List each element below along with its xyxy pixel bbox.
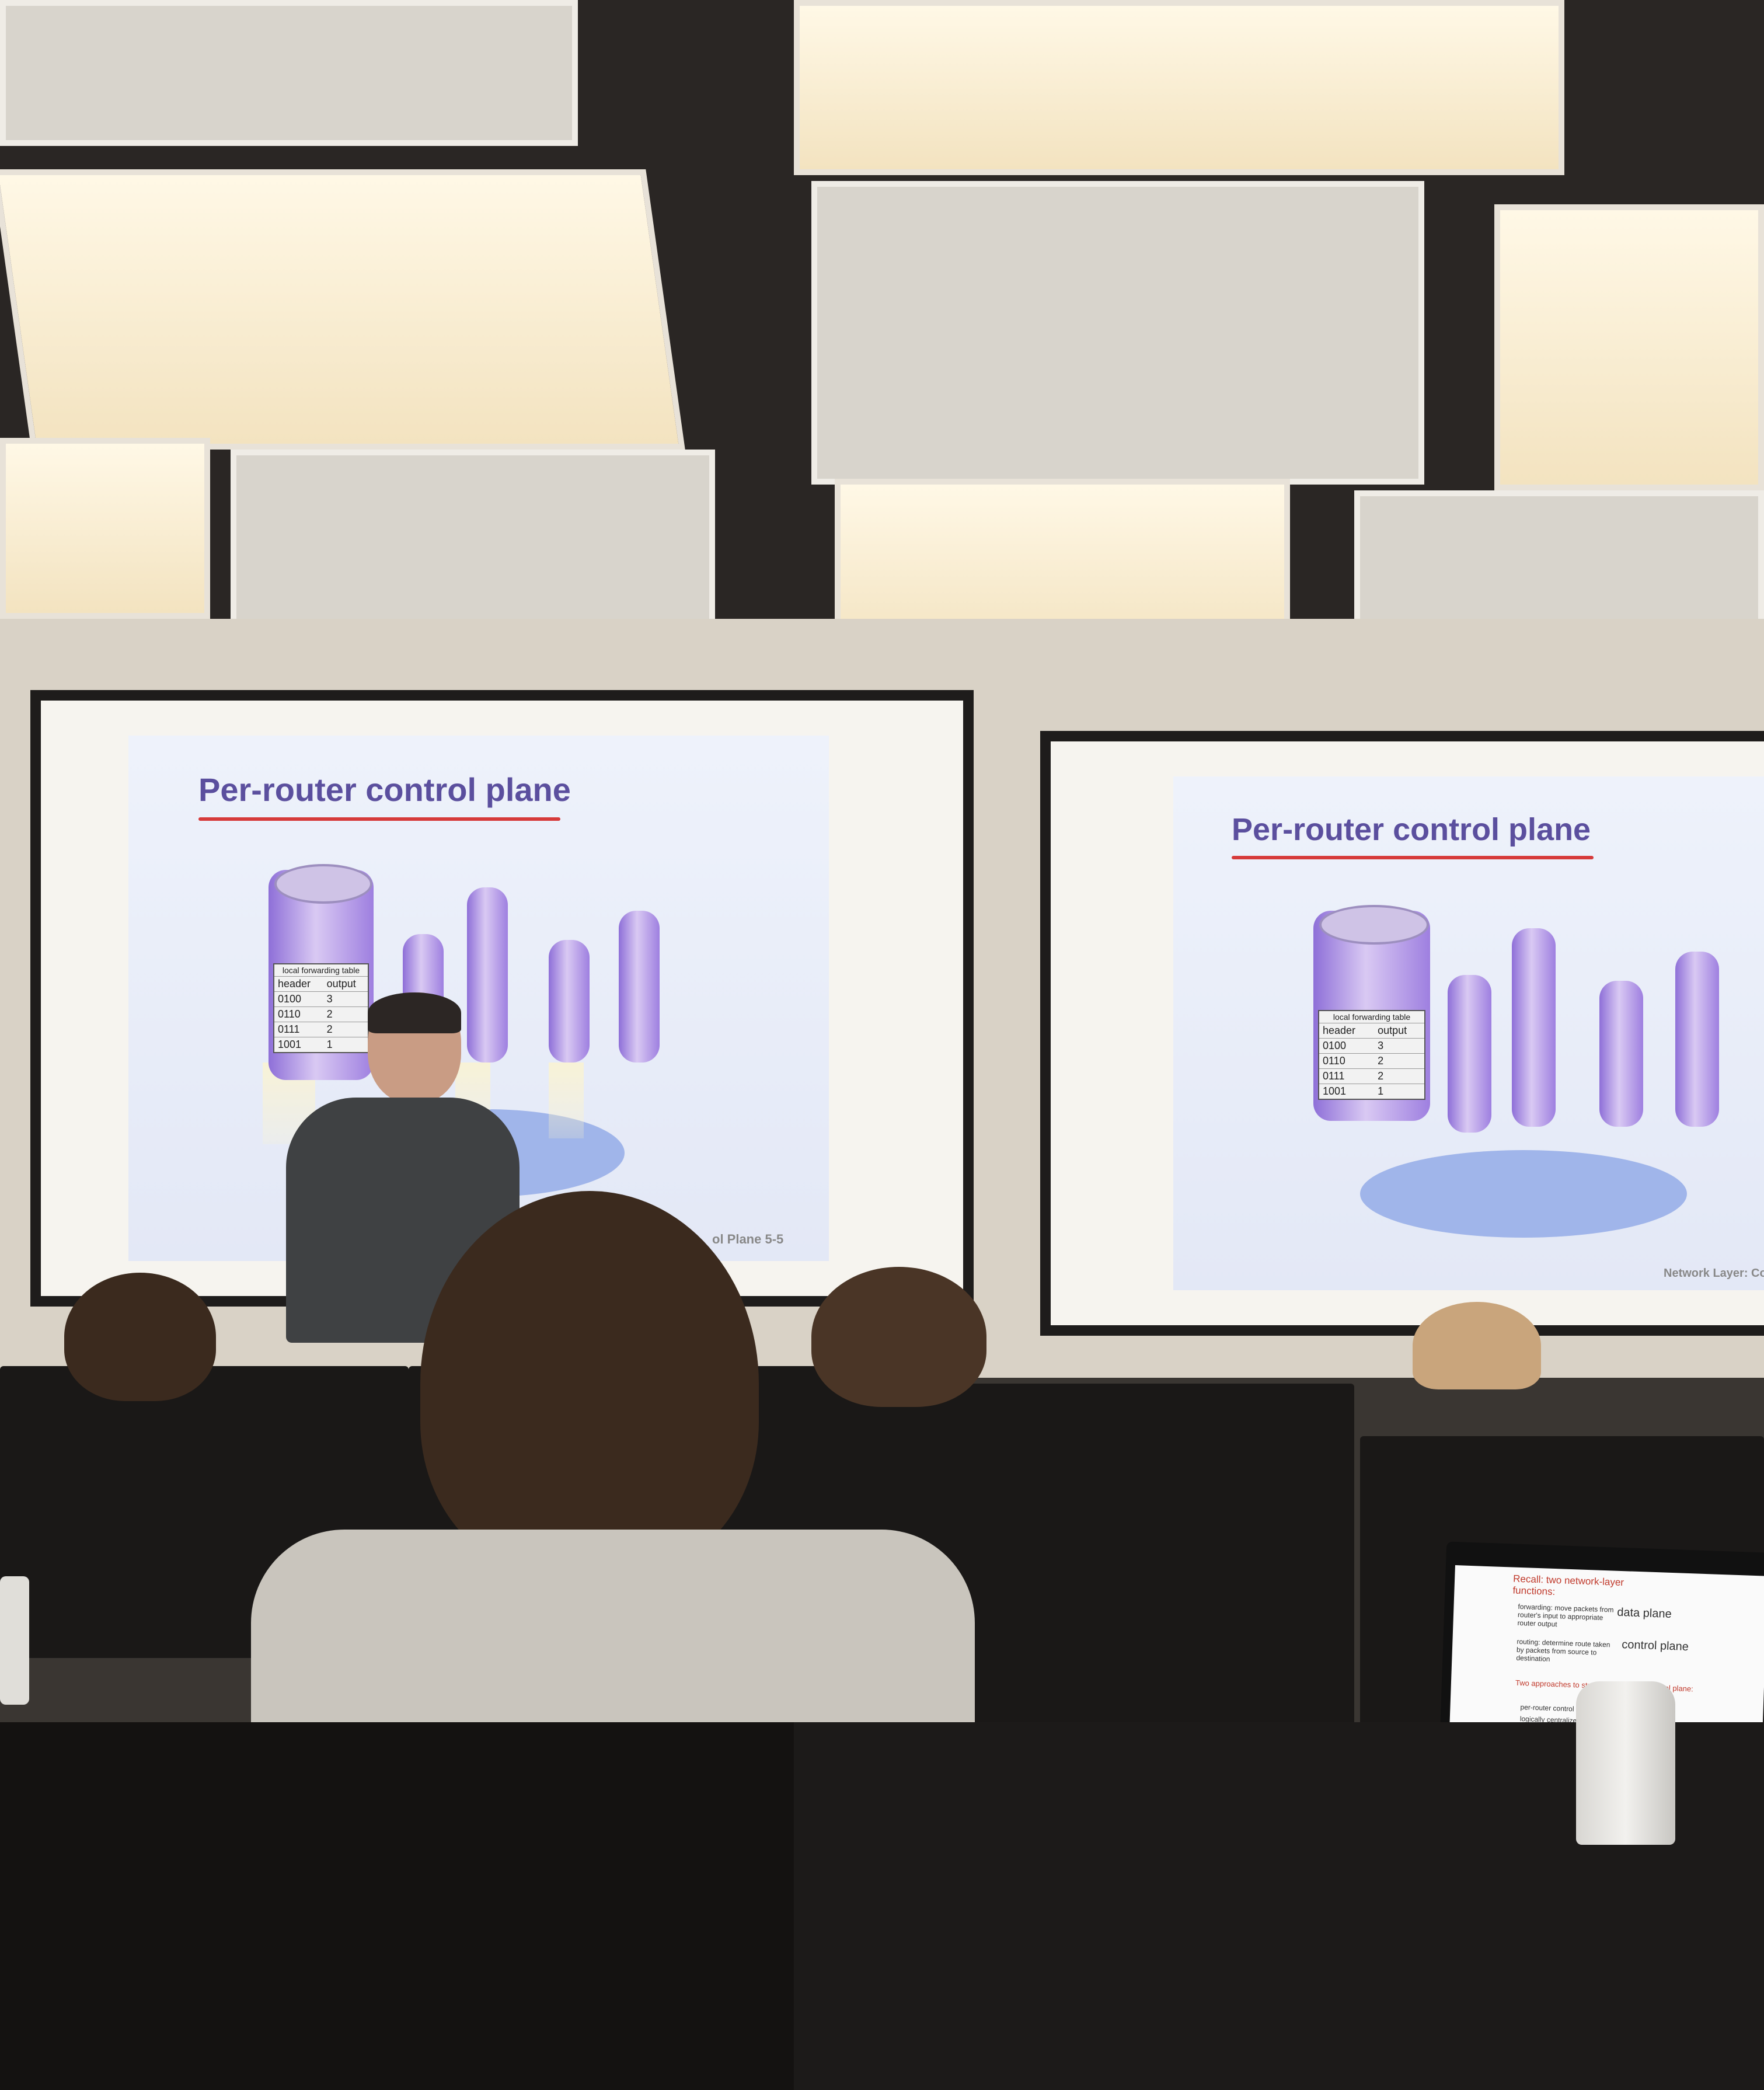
network-graph xyxy=(1360,1150,1687,1238)
slide-title: Per-router control plane xyxy=(1232,812,1591,847)
router-small xyxy=(1675,952,1719,1127)
table-cell: 0110 xyxy=(1319,1053,1375,1069)
student-head xyxy=(811,1267,986,1407)
table-cell: 0111 xyxy=(1319,1068,1375,1084)
control-plane-label: control plane xyxy=(1622,1638,1689,1654)
slide-footer: Network Layer: Co xyxy=(1664,1267,1764,1280)
router-icon xyxy=(274,864,372,904)
table-cell: 1 xyxy=(1374,1084,1425,1100)
laptop-heading: Recall: two network-layer functions: xyxy=(1512,1573,1624,1598)
student-head-main xyxy=(420,1191,759,1576)
ceiling-panel xyxy=(231,450,715,636)
data-plane-label: data plane xyxy=(1616,1605,1672,1621)
student-head xyxy=(64,1273,216,1401)
ceiling-panel xyxy=(0,0,578,146)
router-small xyxy=(1448,975,1491,1133)
laptop-bullet: forwarding: move packets from router's i… xyxy=(1517,1602,1614,1629)
foreground-monitor xyxy=(0,1722,794,2090)
instructor-hair xyxy=(368,992,461,1033)
table-cell: 2 xyxy=(1374,1053,1425,1069)
title-underline xyxy=(1232,856,1594,859)
ceiling-light xyxy=(0,169,685,450)
router-small xyxy=(549,940,590,1063)
forwarding-table: local forwarding table header output 0100… xyxy=(1318,1010,1425,1100)
table-cell: 1 xyxy=(323,1037,368,1053)
table-cell: 1001 xyxy=(1319,1084,1375,1100)
table-cell: 1001 xyxy=(274,1037,323,1053)
table-header: header xyxy=(1319,1023,1375,1039)
ceiling-light xyxy=(0,438,210,619)
ceiling-panel xyxy=(811,181,1424,485)
table-cell: 2 xyxy=(323,1006,368,1022)
table-caption: local forwarding table xyxy=(1319,1011,1425,1023)
table-cell: 3 xyxy=(1374,1038,1425,1054)
table-cell: 2 xyxy=(323,1022,368,1037)
title-underline xyxy=(198,817,560,821)
table-cell: 2 xyxy=(1374,1068,1425,1084)
table-header: header xyxy=(274,976,323,992)
student-cap xyxy=(1413,1302,1541,1389)
table-header: output xyxy=(323,976,368,992)
table-cell: 0111 xyxy=(274,1022,323,1037)
table-caption: local forwarding table xyxy=(274,964,368,977)
router-small xyxy=(1599,981,1643,1127)
router-icon xyxy=(1319,905,1429,945)
slide-right: Per-router control plane local forwardin… xyxy=(1173,776,1764,1290)
table-cell: 3 xyxy=(323,991,368,1007)
router-big: local forwarding table header output 0100… xyxy=(269,864,374,1080)
cup xyxy=(0,1576,29,1705)
router-small xyxy=(467,887,508,1063)
table-header: output xyxy=(1374,1023,1425,1039)
router-big: local forwarding table header output 0100… xyxy=(1313,905,1430,1121)
slide-footer: ol Plane 5-5 xyxy=(712,1232,784,1246)
table-cell: 0100 xyxy=(1319,1038,1375,1054)
table-cell: 0110 xyxy=(274,1006,323,1022)
ceiling-light xyxy=(1494,204,1764,490)
slide-title: Per-router control plane xyxy=(198,771,571,808)
router-small xyxy=(619,911,660,1063)
router-beam xyxy=(549,1063,584,1138)
laptop-bullet: routing: determine route taken by packet… xyxy=(1516,1637,1610,1663)
table-cell: 0100 xyxy=(274,991,323,1007)
cup xyxy=(1576,1681,1675,1845)
projector-screen-right: Per-router control plane local forwardin… xyxy=(1051,741,1764,1325)
ceiling-light xyxy=(794,0,1564,175)
router-small xyxy=(1512,928,1556,1127)
